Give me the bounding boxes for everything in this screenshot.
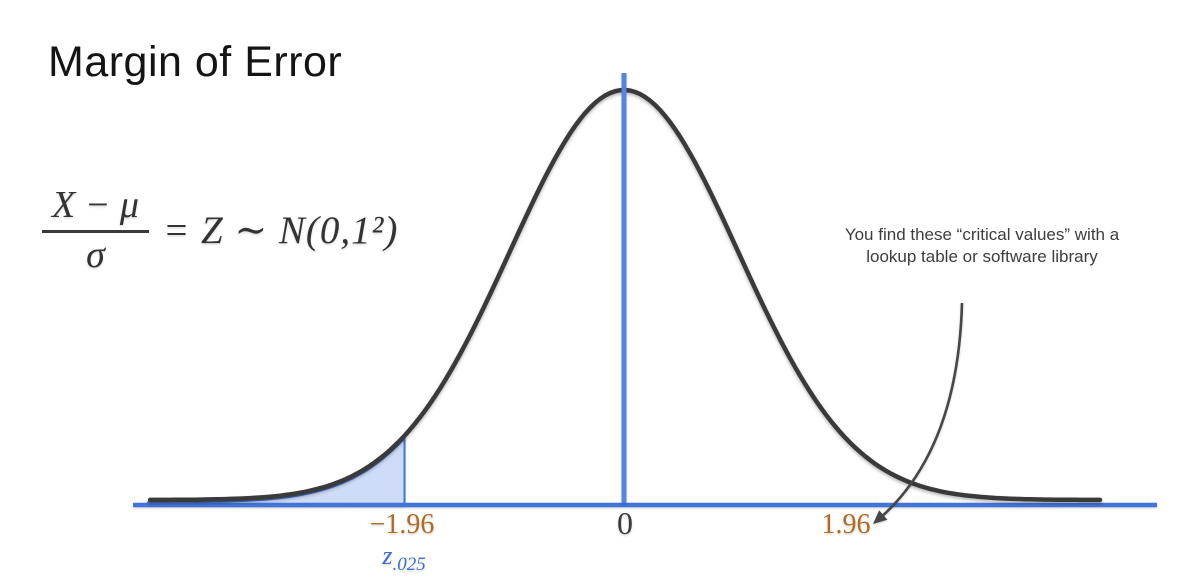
formula-rhs: = Z ∼ N(0,1²) [162, 209, 399, 253]
formula-denominator: σ [86, 233, 105, 276]
z-symbol: z [382, 541, 393, 570]
note-line-1: You find these “critical values” with a [844, 225, 1120, 244]
formula-numerator: X − μ [42, 185, 149, 233]
tick-label-neg-196: −1.96 [369, 509, 435, 540]
annotation-arrow [873, 302, 964, 524]
z-subscript: .025 [392, 554, 426, 576]
formula-fraction: X − μ σ [42, 185, 149, 276]
standardization-formula: X − μ σ = Z ∼ N(0,1²) [42, 185, 399, 276]
tick-label-pos-196: 1.96 [821, 509, 871, 540]
critical-z-label: z.025 [382, 541, 426, 576]
note-line-2: lookup table or software library [866, 247, 1098, 267]
critical-values-note: You find these “critical values” with a … [770, 224, 1188, 268]
page-title: Margin of Error [48, 38, 343, 86]
tick-label-zero: 0 [617, 505, 633, 541]
arrowhead-icon [873, 510, 888, 524]
